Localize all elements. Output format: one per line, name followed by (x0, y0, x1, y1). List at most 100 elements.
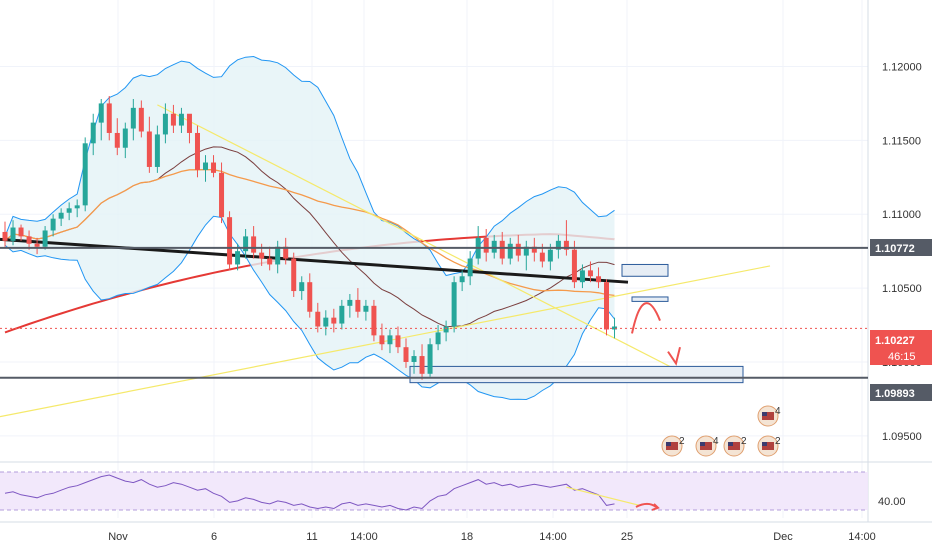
candle-body (146, 131, 152, 167)
candle-body (443, 326, 449, 333)
candle-body (347, 299, 353, 306)
event-badge[interactable]: 2 (757, 435, 781, 457)
candle-body (612, 326, 618, 330)
candle-body (339, 305, 345, 324)
candle-body (387, 335, 393, 345)
candle-body (427, 344, 433, 374)
bollinger-lower (4, 215, 615, 401)
flag-stripe-icon (762, 442, 774, 450)
candle-body (178, 113, 184, 126)
time-tick-label: 14:00 (350, 531, 378, 543)
candle-body (203, 162, 208, 170)
candle-body (130, 107, 136, 129)
candle-body (379, 335, 385, 345)
candle-body (563, 240, 569, 250)
flag-stripe-icon (728, 442, 740, 450)
event-badge[interactable]: 4 (695, 435, 719, 457)
candle-body (451, 282, 457, 327)
candle-body (491, 240, 497, 253)
candle-body (315, 311, 321, 327)
candle-body (515, 243, 521, 256)
rsi-line (4, 474, 615, 511)
flag-canton-icon (762, 442, 767, 446)
candle-body (483, 237, 489, 253)
yellow-uptrend-line (0, 265, 771, 418)
candle-body (395, 335, 401, 348)
event-count: 2 (679, 436, 685, 447)
candle-body (275, 246, 281, 265)
candle-body (58, 212, 64, 219)
candle-body (555, 240, 561, 250)
candle-body (507, 243, 513, 259)
candle-body (42, 230, 48, 247)
candle-body (531, 246, 537, 253)
candle-body (219, 172, 225, 218)
candles-layer (2, 96, 618, 380)
economic-events[interactable]: 2 4 2 4 2 (661, 405, 781, 457)
candle-body (114, 132, 120, 148)
candle-body (523, 246, 529, 256)
candle-body (138, 107, 144, 132)
flag-stripe-icon (762, 412, 774, 420)
candle-body (579, 270, 585, 283)
candle-body (259, 252, 265, 259)
rsi-trend-line (566, 486, 641, 507)
candle-body (227, 217, 233, 265)
candle-body (467, 258, 473, 277)
candle-body (459, 276, 465, 283)
candle-body (243, 236, 249, 252)
price-axis[interactable]: 1.120001.115001.110001.105001.100001.095… (882, 61, 922, 442)
rsi-value-label: 40.00 (878, 496, 906, 508)
candle-body (547, 249, 553, 262)
rsi-arrow-head (651, 503, 660, 511)
demand-zone (409, 365, 744, 384)
flag-stripe-icon (666, 442, 678, 450)
candle-body (186, 113, 192, 133)
price-tick-label: 1.09500 (882, 431, 922, 443)
time-tick-label: 18 (461, 531, 473, 543)
event-count: 2 (775, 436, 781, 447)
level-high-text: 1.10772 (875, 243, 915, 255)
candle-body (170, 113, 176, 126)
black-trend-line (0, 237, 629, 284)
candle-body (331, 317, 337, 324)
main-price-pane (0, 0, 932, 523)
candle-body (2, 231, 8, 241)
candle-body (299, 282, 305, 292)
candle-body (211, 162, 217, 173)
candle-body (10, 227, 16, 241)
candle-body (435, 332, 441, 345)
event-badge[interactable]: 4 (757, 405, 781, 427)
candle-body (50, 218, 56, 231)
flag-canton-icon (728, 442, 733, 446)
rsi-axis-text: 40.00 (878, 496, 906, 508)
event-badge[interactable]: 2 (723, 435, 747, 457)
current-price-text: 1.10227 (875, 335, 915, 347)
candle-body (587, 270, 593, 277)
candle-body (604, 282, 609, 330)
price-tick-label: 1.11000 (882, 209, 921, 221)
candle-body (18, 227, 24, 237)
candle-body (26, 236, 32, 244)
countdown-text: 46:15 (888, 351, 916, 363)
flag-canton-icon (666, 442, 671, 446)
event-badge[interactable]: 2 (661, 435, 685, 457)
candle-body (595, 276, 601, 283)
candle-body (98, 103, 104, 123)
candle-body (571, 249, 577, 283)
time-axis[interactable]: Nov 6 11 14:00 18 14:00 25 Dec 14:00 (108, 531, 876, 543)
candle-body (419, 356, 425, 374)
flag-canton-icon (700, 442, 705, 446)
candle-body (251, 236, 257, 253)
time-tick-label: 14:00 (539, 531, 567, 543)
level-high-label: 1.10772 (870, 239, 932, 256)
ma-mid-line (4, 168, 615, 297)
flag-canton-icon (762, 412, 767, 416)
time-tick-label: Dec (773, 531, 793, 543)
candle-body (162, 113, 168, 135)
levels-layer (0, 246, 868, 379)
rsi-arrow-path (635, 502, 657, 508)
supply-zone-lower (631, 296, 669, 302)
